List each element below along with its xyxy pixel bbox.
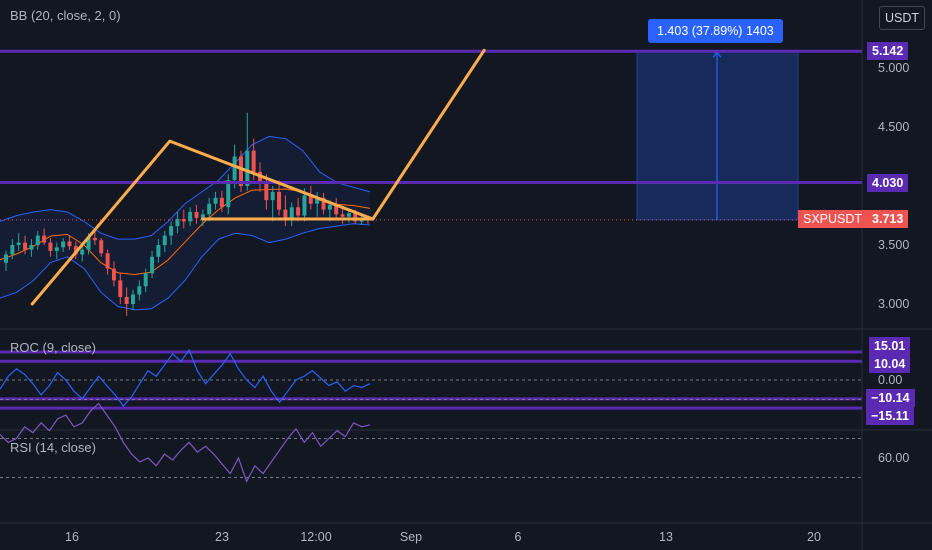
roc-level-tag-neg15: −15.11: [866, 407, 914, 425]
candle-body: [194, 211, 199, 218]
candle-body: [131, 294, 135, 304]
candle-body: [353, 213, 358, 222]
candle-body: [124, 296, 129, 304]
currency-selector[interactable]: USDT: [879, 6, 926, 30]
candle-body: [289, 207, 294, 220]
candle-body: [308, 195, 313, 204]
candle-body: [334, 204, 339, 215]
candle-body: [61, 241, 66, 248]
candle-body: [169, 226, 174, 236]
candle-body: [48, 242, 53, 251]
time-axis-tick: 23: [215, 530, 229, 544]
candle-body: [207, 203, 212, 215]
candle-body: [35, 235, 40, 245]
candle-body: [4, 254, 8, 263]
price-axis-tick: 4.500: [878, 120, 909, 134]
roc-line: [0, 348, 371, 408]
candle-body: [213, 197, 218, 204]
bb-band-fill: [0, 136, 370, 310]
candle-body: [302, 195, 307, 216]
time-axis-tick: 12:00: [300, 530, 331, 544]
candle-body: [150, 256, 155, 274]
bb-indicator-label[interactable]: BB (20, close, 2, 0): [10, 8, 121, 23]
candle-body: [156, 245, 161, 257]
candle-body: [264, 183, 269, 201]
candle-body: [162, 235, 167, 245]
price-axis-tick: 3.500: [878, 238, 909, 252]
candle-body: [143, 273, 148, 287]
candle-body: [245, 150, 250, 186]
candle-body: [99, 240, 104, 254]
candle-body: [270, 191, 275, 201]
candle-body: [321, 197, 326, 210]
candle-body: [226, 180, 231, 208]
candle-body: [92, 237, 97, 241]
rsi-axis-tick: 60.00: [878, 451, 909, 465]
rsi-line: [0, 402, 371, 483]
candle-body: [188, 211, 193, 222]
candle-body: [181, 219, 186, 222]
roc-axis-tick: 0.00: [878, 373, 902, 387]
price-range-label[interactable]: 1.403 (37.89%) 1403: [648, 19, 783, 43]
candle-body: [16, 242, 21, 245]
candle-body: [67, 241, 72, 247]
time-axis-tick: 6: [515, 530, 522, 544]
bb-upper-band: [0, 135, 371, 240]
candle-body: [277, 191, 282, 210]
candle-body: [327, 204, 332, 210]
candle-body: [86, 237, 91, 250]
time-axis-tick: 16: [65, 530, 79, 544]
candle-body: [346, 213, 351, 217]
candle-body: [296, 207, 301, 216]
pattern-projection-line: [30, 48, 486, 306]
candle-body: [238, 156, 243, 186]
candle-body: [283, 209, 288, 220]
roc-level-tag-15: 15.01: [869, 337, 911, 355]
level-tag-mid: 4.030: [867, 174, 909, 192]
candle-body: [315, 197, 320, 204]
candle-body: [219, 197, 224, 208]
candle-body: [105, 253, 110, 269]
roc-level-tag-10: 10.04: [869, 355, 911, 373]
price-axis-tick: 3.000: [878, 297, 909, 311]
candle-body: [340, 214, 345, 217]
roc-indicator-label[interactable]: ROC (9, close): [10, 340, 96, 355]
candle-body: [23, 242, 28, 250]
candle-body: [42, 235, 47, 243]
candle-body: [118, 280, 123, 297]
candle-body: [80, 249, 85, 255]
time-axis-tick: 20: [807, 530, 821, 544]
candle-body: [200, 214, 205, 218]
symbol-label: SXPUSDT: [798, 210, 868, 228]
price-axis-tick: 5.000: [878, 61, 909, 75]
candle-body: [10, 245, 15, 255]
candle-body: [54, 247, 59, 251]
candle-body: [175, 219, 180, 227]
candle-body: [29, 245, 34, 250]
time-axis-tick: Sep: [400, 530, 422, 544]
candle-body: [258, 171, 262, 184]
time-axis-tick: 13: [659, 530, 673, 544]
level-tag-top: 5.142: [867, 42, 909, 60]
candle-body: [111, 268, 116, 281]
current-price-label: 3.713: [867, 210, 909, 228]
candle-body: [232, 156, 237, 181]
candle-body: [251, 150, 256, 172]
bb-lower-band: [0, 223, 371, 311]
current-price-tag: SXPUSDT 3.713: [798, 210, 909, 228]
roc-level-tag-neg10: −10.14: [866, 389, 915, 407]
rsi-indicator-label[interactable]: RSI (14, close): [10, 440, 96, 455]
candle-body: [137, 286, 142, 295]
